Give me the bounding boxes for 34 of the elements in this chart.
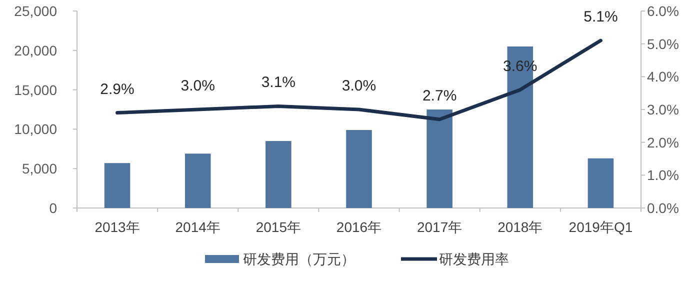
x-tick-label: 2015年 [256, 219, 302, 235]
bar [588, 158, 614, 208]
y-tick-label: 0 [49, 200, 58, 216]
bar [266, 141, 292, 208]
y2-tick-label: 3.0% [647, 102, 679, 118]
x-tick-label: 2014年 [175, 219, 220, 235]
bar [426, 110, 452, 208]
y-tick-label: 15,000 [14, 82, 58, 98]
y-tick-label: 10,000 [14, 121, 58, 138]
y2-tick-label: 2.0% [647, 134, 679, 150]
legend-label: 研发费用率 [439, 251, 509, 267]
x-tick-label: 2018年 [498, 219, 543, 235]
x-tick-label: 2019年Q1 [568, 219, 633, 235]
data-label: 3.0% [180, 78, 215, 94]
y-tick-label: 5,000 [22, 160, 58, 177]
x-tick-label: 2013年 [94, 219, 140, 235]
bar [104, 163, 130, 208]
y-tick-label: 20,000 [14, 42, 58, 58]
y-tick-label: 25,000 [14, 3, 58, 19]
x-tick-label: 2017年 [416, 219, 462, 235]
data-label: 2.9% [100, 80, 134, 98]
y2-tick-label: 4.0% [647, 68, 679, 85]
bar [184, 154, 211, 208]
y2-tick-label: 5.0% [647, 36, 679, 52]
data-label: 3.1% [261, 74, 296, 92]
x-tick-label: 2016年 [336, 219, 382, 235]
bar [346, 130, 372, 208]
legend-label: 研发费用（万元） [243, 251, 355, 267]
data-label: 3.0% [342, 78, 376, 94]
data-label: 5.1% [584, 8, 618, 26]
y2-tick-label: 1.0% [647, 167, 679, 184]
data-label: 2.7% [422, 87, 457, 104]
y2-tick-label: 0.0% [647, 200, 679, 216]
y2-tick-label: 6.0% [647, 3, 679, 19]
